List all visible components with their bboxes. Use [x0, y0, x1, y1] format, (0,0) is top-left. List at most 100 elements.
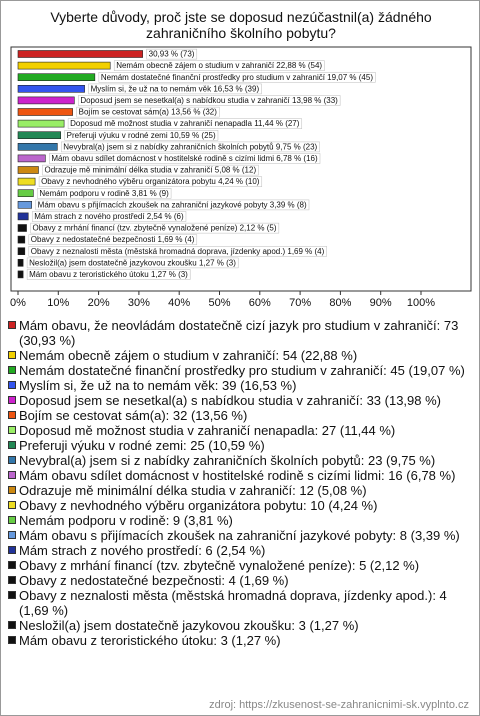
legend-swatch: [8, 621, 16, 629]
legend-swatch: [8, 351, 16, 359]
value-label: Mám strach z nového prostředí 2,54 % (6): [34, 212, 184, 221]
legend-item: Mám obavu s přijímacích zkoušek na zahra…: [7, 528, 473, 543]
legend-item: Odrazuje mě minimální délka studia v zah…: [7, 483, 473, 498]
value-label: Nemám dostatečné finanční prostředky pro…: [101, 73, 373, 82]
legend-label: Obavy z neznalosti města (městská hromad…: [19, 588, 447, 618]
legend-swatch: [8, 486, 16, 494]
legend-label: Obavy z nedostatečné bezpečnosti: 4 (1,6…: [19, 573, 289, 588]
value-label: 30,93 % (73): [149, 50, 195, 59]
legend-label: Nemám podporu v rodině: 9 (3,81 %): [19, 513, 233, 528]
value-label: Myslím si, že už na to nemám věk 16,53 %…: [91, 84, 260, 93]
value-label-bg: [146, 48, 198, 60]
legend-label: Mám strach z nového prostředí: 6 (2,54 %…: [19, 543, 266, 558]
bar: [17, 108, 73, 116]
value-label-bg: [67, 118, 303, 129]
x-tick-label: 30%: [128, 297, 150, 309]
legend-swatch: [8, 636, 16, 644]
x-tick-label: 0%: [10, 297, 26, 309]
legend-swatch: [8, 381, 16, 389]
legend-label: Nemám dostatečné finanční prostředky pro…: [19, 363, 465, 378]
value-label: Obavy z nedostatečné bezpečnosti 1,69 % …: [31, 235, 195, 244]
legend-item: Mám obavu sdílet domácnost v hostitelské…: [7, 468, 473, 483]
bar: [17, 96, 75, 105]
value-label-bg: [113, 60, 325, 71]
legend-swatch: [8, 561, 16, 569]
bar: [17, 85, 85, 93]
value-label: Obavy z neznalosti města (městská hromad…: [31, 247, 325, 256]
legend-item: Nevybral(a) jsem si z nabídky zahraniční…: [7, 453, 473, 468]
value-label-bg: [64, 130, 219, 141]
legend-label: Mám obavu, že neovládám dostatečně cizí …: [19, 318, 459, 348]
legend-label: Odrazuje mě minimální délka studia v zah…: [19, 483, 367, 498]
legend-swatch: [8, 591, 16, 599]
bar: [17, 143, 58, 151]
chart-title: Vyberte důvody, proč jste se doposud nez…: [50, 9, 432, 41]
legend-item: Nemám obecně zájem o studium v zahraničí…: [7, 348, 473, 363]
value-label-bg: [49, 153, 321, 164]
legend-swatch: [8, 396, 16, 404]
value-label: Nesložil(a) jsem dostatečně jazykovou zk…: [29, 258, 236, 267]
bar: [17, 258, 24, 267]
value-label: Doposud jsem se nesetkal(a) s nabídkou s…: [80, 96, 338, 105]
legend-label: Obavy z mrhání financí (tzv. zbytečně vy…: [19, 558, 420, 573]
value-label-bg: [37, 188, 172, 199]
legend-swatch: [8, 366, 16, 374]
bar: [17, 177, 36, 186]
value-label-bg: [30, 222, 280, 234]
legend-label: Mám obavu z teroristického útoku: 3 (1,2…: [19, 633, 281, 648]
x-tick-label: 50%: [208, 297, 230, 309]
value-label-bg: [61, 141, 320, 153]
legend-item: Nemám dostatečné finanční prostředky pro…: [7, 363, 473, 378]
legend-swatch: [8, 501, 16, 509]
legend-item: Mám obavu, že neovládám dostatečně cizí …: [7, 318, 473, 348]
legend-swatch: [8, 426, 16, 434]
legend-item: Bojím se cestovat sám(a): 32 (13,56 %): [7, 408, 473, 423]
legend-swatch: [8, 546, 16, 554]
value-label: Obavy z mrhání financí (tzv. zbytečně vy…: [33, 224, 277, 233]
bar: [17, 61, 111, 70]
x-tick-label: 60%: [249, 297, 271, 309]
value-label-bg: [98, 72, 376, 83]
value-label-bg: [88, 83, 262, 95]
value-label-bg: [35, 199, 310, 211]
legend-item: Obavy z neznalosti města (městská hromad…: [7, 588, 473, 618]
value-label-bg: [26, 269, 191, 280]
legend-label: Doposud mě možnost studia v zahraničí ne…: [19, 423, 396, 438]
value-label-bg: [26, 257, 239, 269]
legend-label: Bojím se cestovat sám(a): 32 (13,56 %): [19, 408, 248, 423]
legend-swatch: [8, 411, 16, 419]
bar: [17, 50, 143, 58]
value-label-bg: [38, 176, 263, 187]
value-label-bg: [78, 95, 341, 106]
x-tick-label: 40%: [168, 297, 190, 309]
value-label: Preferuji výuku v rodné zemi 10,59 % (25…: [67, 131, 216, 140]
legend-swatch: [8, 531, 16, 539]
bar: [17, 212, 29, 221]
legend-label: Obavy z nevhodného výběru organizátora p…: [19, 498, 378, 513]
bar: [17, 73, 96, 81]
value-label: Nemám obecně zájem o studium v zahraničí…: [116, 61, 322, 70]
bar: [17, 154, 46, 163]
bar: [17, 189, 34, 197]
legend-item: Nesložil(a) jsem dostatečně jazykovou zk…: [7, 618, 473, 633]
legend-swatch: [8, 471, 16, 479]
x-tick-label: 70%: [289, 297, 311, 309]
legend-item: Obavy z mrhání financí (tzv. zbytečně vy…: [7, 558, 473, 573]
legend-label: Mám obavu sdílet domácnost v hostitelské…: [19, 468, 456, 483]
legend-label: Mám obavu s přijímacích zkoušek na zahra…: [19, 528, 460, 543]
x-tick-label: 10%: [47, 297, 69, 309]
legend-item: Mám obavu z teroristického útoku: 3 (1,2…: [7, 633, 473, 648]
legend-swatch: [8, 441, 16, 449]
legend-label: Myslím si, že už na to nemám věk: 39 (16…: [19, 378, 297, 393]
legend-swatch: [8, 576, 16, 584]
value-label-bg: [28, 234, 198, 245]
bar: [17, 131, 61, 139]
value-label: Obavy z nevhodného výběru organizátora p…: [41, 177, 260, 186]
x-tick-label: 100%: [407, 297, 435, 309]
legend-item: Doposud mě možnost studia v zahraničí ne…: [7, 423, 473, 438]
value-label-bg: [76, 106, 220, 118]
value-label: Mám obavu sdílet domácnost v hostitelské…: [51, 154, 318, 163]
legend-item: Preferuji výuku v rodné zemi: 25 (10,59 …: [7, 438, 473, 453]
value-label: Mám obavu z teroristického útoku 1,27 % …: [29, 270, 188, 279]
